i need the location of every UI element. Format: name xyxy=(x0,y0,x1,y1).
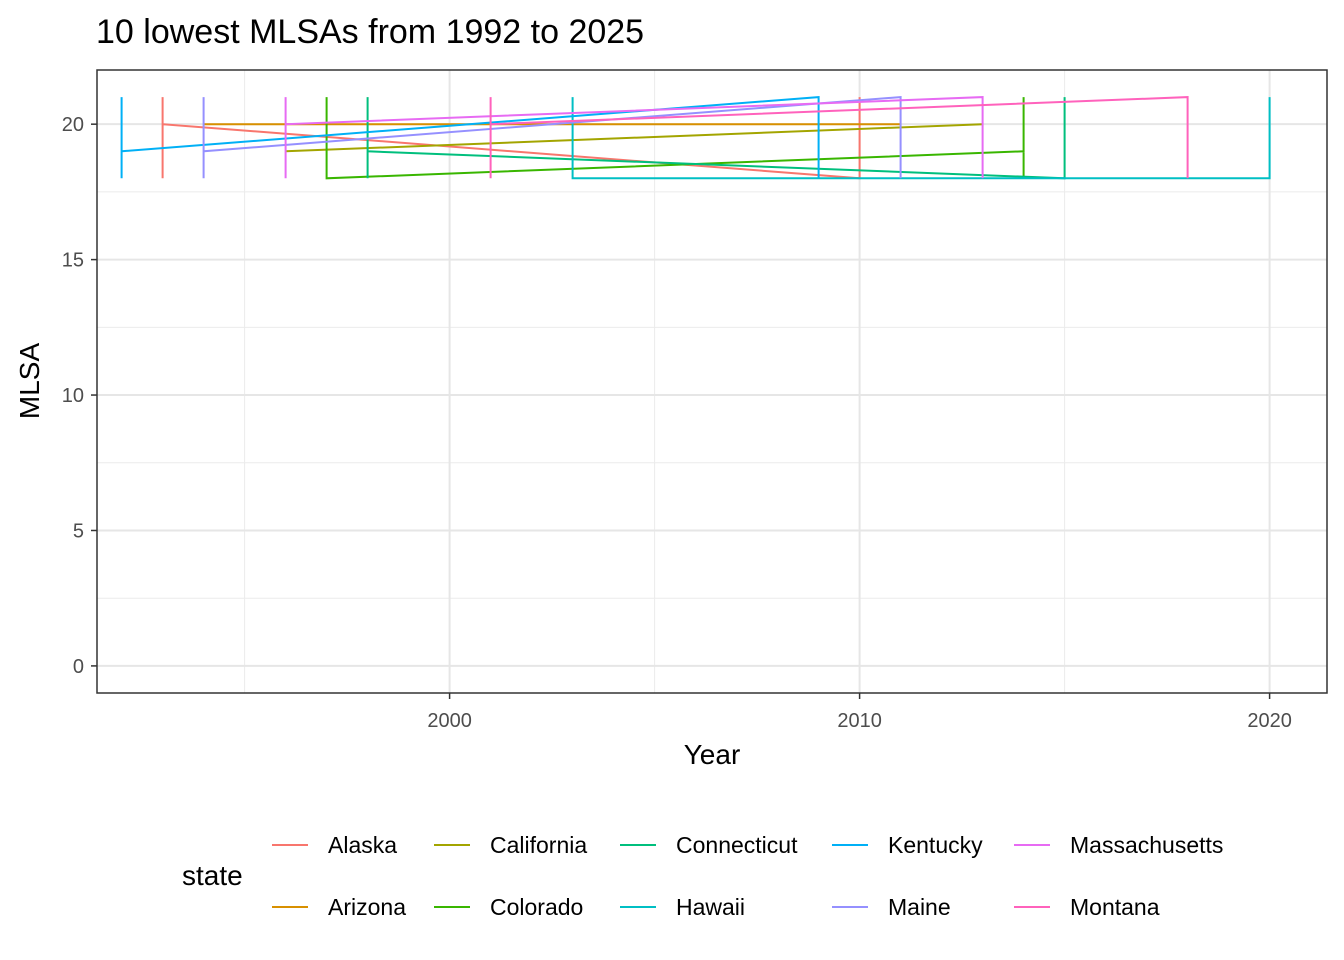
series-line-california xyxy=(285,123,983,153)
legend-label: Connecticut xyxy=(676,832,798,858)
series-line-kentucky xyxy=(120,96,820,179)
y-tick-label: 0 xyxy=(73,656,84,678)
grid xyxy=(97,70,1327,693)
series-line-montana xyxy=(489,96,1189,179)
legend-label: Arizona xyxy=(328,894,406,920)
y-tick-label: 15 xyxy=(62,250,84,272)
x-tick-label: 2020 xyxy=(1247,710,1292,732)
plot-panel-border xyxy=(96,69,1328,694)
legend-label: Kentucky xyxy=(888,832,983,858)
chart-title: 10 lowest MLSAs from 1992 to 2025 xyxy=(96,13,644,51)
x-axis-title: Year xyxy=(684,739,741,770)
y-axis: 0 5 10 15 20 xyxy=(62,114,97,678)
legend-label: California xyxy=(490,832,587,858)
legend-label: Colorado xyxy=(490,894,583,920)
legend-label: Montana xyxy=(1070,894,1160,920)
series-line-colorado xyxy=(325,97,1025,180)
legend: Alaska Arizona California Colorado Connectic… xyxy=(272,832,1223,920)
series-line-connecticut xyxy=(366,97,1066,180)
x-axis: 2000 2010 2020 xyxy=(427,693,1292,732)
x-tick-label: 2000 xyxy=(427,710,472,732)
y-tick-label: 20 xyxy=(62,114,84,136)
x-tick-label: 2010 xyxy=(837,710,882,732)
y-axis-title: MLSA xyxy=(14,343,45,420)
series-line-maine xyxy=(202,96,902,179)
legend-label: Massachusetts xyxy=(1070,832,1223,858)
series-line-alaska xyxy=(161,97,861,180)
series-line-massachusetts xyxy=(284,96,984,179)
legend-label: Maine xyxy=(888,894,951,920)
series-line-hawaii xyxy=(571,97,1271,180)
legend-label: Hawaii xyxy=(676,894,745,920)
legend-label: Alaska xyxy=(328,832,397,858)
y-tick-label: 5 xyxy=(73,520,84,542)
series-layer xyxy=(120,96,1271,180)
y-tick-label: 10 xyxy=(62,385,84,407)
legend-title: state xyxy=(182,860,243,891)
